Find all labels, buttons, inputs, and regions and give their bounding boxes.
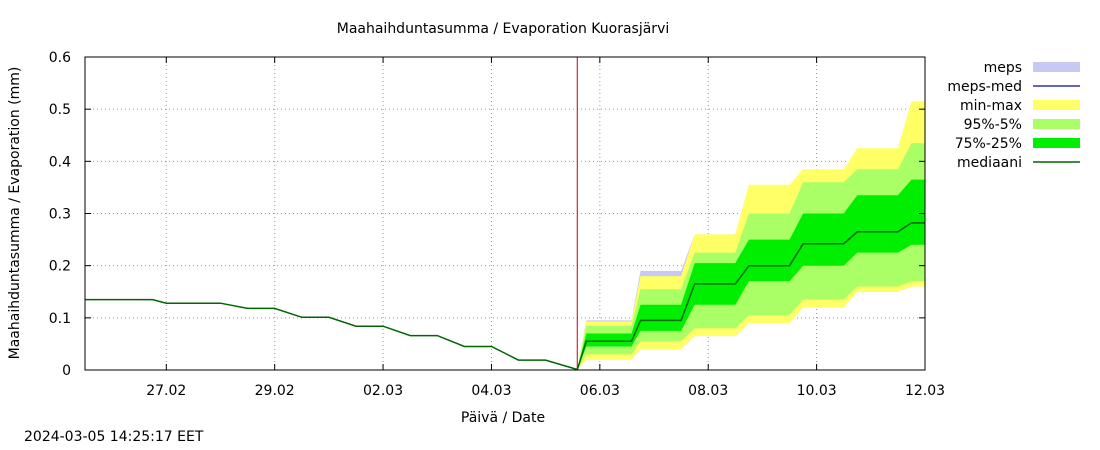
x-axis-label: Päivä / Date (461, 410, 545, 426)
legend-swatch (1033, 138, 1080, 148)
legend-label: 75%-25% (955, 136, 1022, 152)
legend-label: 95%-5% (964, 117, 1022, 133)
timestamp-footer: 2024-03-05 14:25:17 EET (24, 429, 204, 445)
history-line (85, 298, 578, 371)
y-tick-label: 0.4 (49, 154, 71, 170)
y-tick-label: 0.2 (49, 259, 71, 275)
legend-swatch (1033, 62, 1080, 72)
x-tick-label: 29.02 (255, 383, 295, 399)
y-tick-label: 0.1 (49, 311, 71, 327)
chart-title: Maahaihduntasumma / Evaporation Kuorasjä… (337, 21, 670, 37)
y-tick-label: 0.5 (49, 102, 71, 118)
series-lines (85, 57, 925, 371)
x-tick-label: 08.03 (688, 383, 728, 399)
legend: meps meps-med min-max 95%-5% 75%-25% mediaani (947, 60, 1080, 171)
plot-frame (84, 56, 926, 371)
x-tick-label: 06.03 (580, 383, 620, 399)
legend-swatch (1033, 119, 1080, 129)
y-axis-label: Maahaihduntasumma / Evaporation (mm) (7, 67, 23, 360)
forecast-bands (577, 101, 925, 370)
legend-swatch (1033, 100, 1080, 110)
legend-label: meps (984, 60, 1022, 76)
legend-label: mediaani (957, 155, 1022, 171)
x-tick-label: 12.03 (905, 383, 945, 399)
x-tick-label: 10.03 (797, 383, 837, 399)
y-tick-label: 0 (62, 363, 71, 379)
legend-label: meps-med (947, 79, 1022, 95)
x-tick-label: 27.02 (146, 383, 186, 399)
x-tick-label: 02.03 (363, 383, 403, 399)
y-tick-label: 0.3 (49, 207, 71, 223)
y-tick-label: 0.6 (49, 50, 71, 66)
axis-ticks: 0 0.1 0.2 0.3 0.4 0.5 0.6 27.02 29.02 02.03 04.03 0… (49, 50, 945, 399)
grid (85, 57, 925, 370)
median-line (576, 222, 925, 370)
p75-25-band (577, 179, 925, 370)
x-tick-label: 04.03 (471, 383, 511, 399)
legend-label: min-max (960, 98, 1022, 114)
